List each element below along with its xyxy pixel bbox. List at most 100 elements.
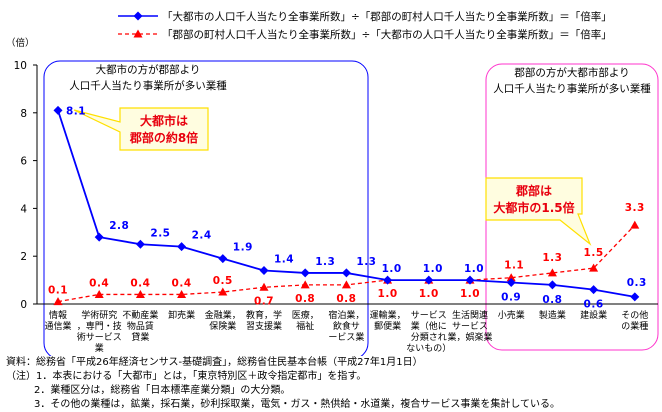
red-data-label: 0.8 bbox=[336, 293, 356, 305]
category-label: 運輸業，郵便業 bbox=[370, 309, 406, 332]
category-label: サービス業（他に分類されないもの） bbox=[406, 310, 451, 354]
blue-data-label: 0.9 bbox=[501, 291, 521, 303]
category-label: 生活関連サービス業，娯楽業 bbox=[447, 309, 492, 343]
blue-point bbox=[53, 105, 63, 115]
red-point bbox=[259, 282, 269, 291]
red-data-label: 0.4 bbox=[89, 277, 109, 289]
category-label: 金融業，保険業 bbox=[205, 309, 241, 332]
left-box-title-1: 大都市の方が郡部より bbox=[96, 63, 201, 76]
callout-red-line2: 大都市の1.5倍 bbox=[493, 200, 574, 215]
red-data-label: 3.3 bbox=[625, 202, 645, 214]
callout-blue: 大都市は 郡部の約8倍 bbox=[73, 107, 209, 151]
red-data-label: 0.5 bbox=[213, 275, 233, 287]
legend-blue-marker bbox=[118, 11, 158, 21]
y-axis-unit: （倍） bbox=[6, 37, 35, 49]
note-source: 資料：総務省「平成26年経済センサス-基礎調査」，総務省住民基本台帳（平成27年… bbox=[6, 357, 423, 368]
callout-blue-line2: 郡部の約8倍 bbox=[129, 130, 198, 145]
red-data-label: 1.0 bbox=[460, 288, 480, 300]
blue-data-label: 1.0 bbox=[464, 263, 484, 275]
blue-data-label: 2.5 bbox=[150, 227, 170, 239]
y-tick-label: 10 bbox=[14, 60, 27, 72]
blue-data-label: 1.4 bbox=[274, 254, 294, 266]
red-point bbox=[506, 273, 516, 282]
blue-point bbox=[300, 268, 310, 278]
series: 8.1 2.8 2.5 2.4 1.9 1.4 1.3 1.3 1.0 1.0 1.0 0.9 0.8 0… bbox=[48, 105, 647, 311]
red-data-label: 1.0 bbox=[419, 288, 439, 300]
y-tick-label: 0 bbox=[20, 299, 27, 311]
callout-blue-line1: 大都市は bbox=[140, 113, 188, 128]
red-data-label: 1.1 bbox=[504, 260, 524, 272]
y-tick-label: 4 bbox=[20, 203, 27, 215]
blue-point bbox=[589, 285, 599, 295]
red-point bbox=[547, 268, 557, 277]
blue-point bbox=[135, 239, 145, 249]
red-data-label: 1.5 bbox=[584, 247, 604, 259]
blue-point bbox=[94, 232, 104, 242]
blue-data-label: 8.1 bbox=[66, 105, 86, 117]
red-point bbox=[177, 289, 187, 298]
blue-data-label: 0.8 bbox=[542, 294, 562, 306]
blue-data-label: 1.3 bbox=[315, 256, 335, 268]
red-point bbox=[94, 289, 104, 298]
blue-data-label: 0.6 bbox=[584, 299, 604, 311]
legend-red-marker bbox=[118, 29, 158, 38]
blue-point bbox=[218, 254, 228, 264]
y-tick-label: 2 bbox=[20, 251, 27, 263]
category-label: 製造業 bbox=[539, 309, 566, 321]
note-2: 2．業種区分は，総務省「日本標準産業分類」の大分類。 bbox=[34, 385, 291, 396]
red-data-label: 0.7 bbox=[254, 295, 274, 307]
blue-point bbox=[177, 242, 187, 252]
legend: 「大都市の人口千人当たり全事業所数」÷「郡部の町村人口千人当たり全事業所数」＝「… bbox=[118, 10, 612, 41]
blue-data-label: 2.8 bbox=[109, 220, 129, 232]
blue-point bbox=[259, 266, 269, 276]
red-data-label: 0.8 bbox=[295, 293, 315, 305]
blue-data-label: 2.4 bbox=[192, 230, 212, 242]
category-label: 小売業 bbox=[498, 309, 525, 321]
chart: 「大都市の人口千人当たり全事業所数」÷「郡部の町村人口千人当たり全事業所数」＝「… bbox=[6, 10, 659, 356]
blue-data-label: 1.9 bbox=[233, 242, 253, 254]
blue-point bbox=[383, 275, 393, 285]
blue-point bbox=[341, 268, 351, 278]
note-1: （注）1．本表における「大都市」とは，「東京特別区＋政令指定都市」を指す。 bbox=[6, 371, 367, 382]
blue-point bbox=[424, 275, 434, 285]
category-label: 建設業 bbox=[580, 309, 607, 321]
red-data-label: 1.0 bbox=[378, 288, 398, 300]
left-box-title-2: 人口千人当たり事業所が多い業種 bbox=[69, 79, 227, 92]
category-label: 卸売業 bbox=[168, 309, 195, 321]
category-label: その他の業種 bbox=[621, 309, 648, 332]
blue-data-label: 0.3 bbox=[627, 277, 647, 289]
blue-data-label: 1.3 bbox=[356, 256, 376, 268]
callout-red: 郡部は 大都市の1.5倍 bbox=[485, 177, 592, 246]
blue-data-label: 1.0 bbox=[423, 263, 443, 275]
right-box-title-1: 郡部の方が大都市部より bbox=[514, 66, 629, 79]
red-point bbox=[341, 280, 351, 289]
red-point bbox=[135, 289, 145, 298]
legend-blue-label: 「大都市の人口千人当たり全事業所数」÷「郡部の町村人口千人当たり全事業所数」＝「… bbox=[162, 10, 612, 23]
left-region-box bbox=[43, 60, 369, 356]
blue-point bbox=[465, 275, 475, 285]
red-data-label: 1.3 bbox=[542, 252, 562, 264]
legend-red-label: 「郡部の町村人口千人当たり全事業所数」÷「大都市の人口千人当たり全事業所数」＝「… bbox=[162, 28, 612, 41]
red-data-label: 0.1 bbox=[48, 285, 68, 297]
note-3: 3．その他の業種は，鉱業，採石業，砂利採取業，電気・ガス・熱供給・水道業，複合サ… bbox=[34, 399, 561, 410]
red-point bbox=[218, 287, 228, 296]
red-point bbox=[300, 280, 310, 289]
category-label: 学術研究，専門・技術サービス業 bbox=[77, 309, 122, 354]
red-point bbox=[53, 297, 63, 306]
callout-red-line1: 郡部は bbox=[515, 183, 552, 198]
blue-data-label: 1.0 bbox=[382, 263, 402, 275]
category-label: 教育，学習支援業 bbox=[246, 309, 282, 332]
red-point bbox=[630, 220, 640, 229]
blue-point bbox=[506, 277, 516, 287]
blue-point bbox=[547, 280, 557, 290]
y-tick-label: 8 bbox=[20, 108, 27, 120]
y-tick-label: 6 bbox=[20, 156, 27, 168]
red-data-label: 0.4 bbox=[130, 277, 150, 289]
category-label: 情報通信業 bbox=[44, 309, 71, 332]
category-label: 宿泊業，飲食サービス業 bbox=[328, 309, 364, 343]
category-label: 医療，福祉 bbox=[292, 309, 319, 332]
category-label: 不動産業物品賃貸業 bbox=[122, 309, 158, 343]
red-data-label: 0.4 bbox=[172, 277, 192, 289]
blue-point bbox=[630, 292, 640, 302]
